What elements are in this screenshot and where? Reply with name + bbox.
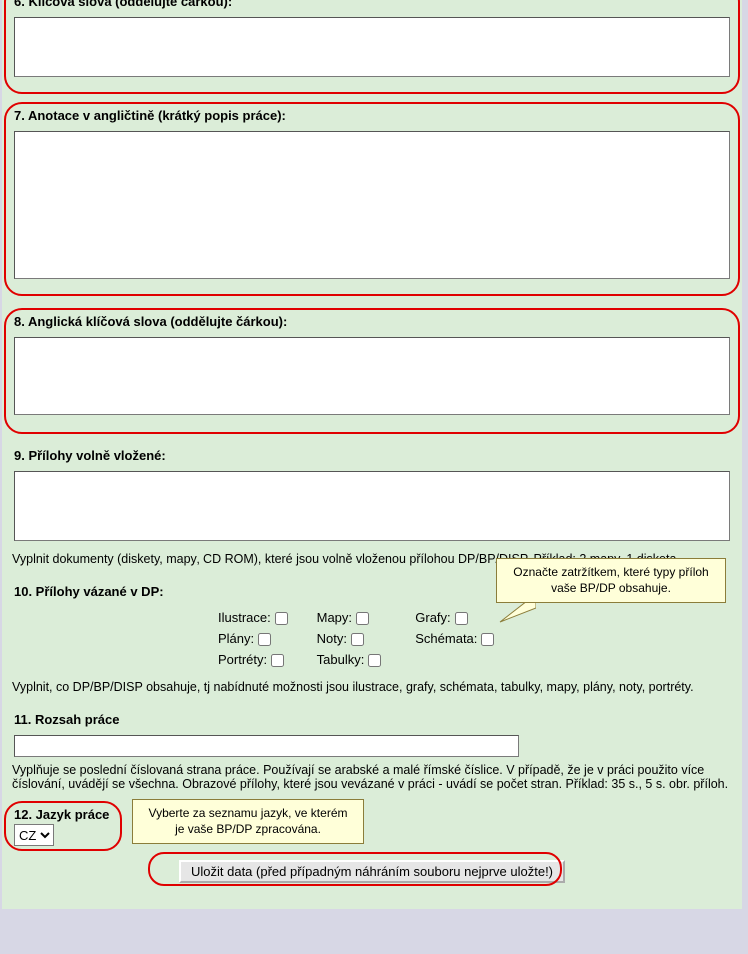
cb-noty[interactable]	[351, 633, 364, 646]
input-annotation-en[interactable]	[14, 131, 730, 279]
form-panel: 6. Klíčová slova (oddělujte čárkou): 7. …	[2, 0, 742, 909]
section-language: 12. Jazyk práce CZ Vyberte za seznamu ja…	[8, 803, 736, 883]
cb-tabulky[interactable]	[368, 654, 381, 667]
callout-language: Vyberte za seznamu jazyk, ve kterém je v…	[132, 799, 364, 844]
label-keywords: 6. Klíčová slova (oddělujte čárkou):	[8, 0, 736, 15]
label-annotation-en: 7. Anotace v angličtině (krátký popis pr…	[8, 104, 736, 129]
section-keywords: 6. Klíčová slova (oddělujte čárkou):	[8, 0, 736, 86]
cb-ilustrace[interactable]	[275, 612, 288, 625]
section-attachments-bound: 10. Přílohy vázané v DP: Označte zatržít…	[8, 580, 736, 694]
save-button[interactable]: Uložit data (před případným náhráním sou…	[179, 860, 565, 883]
cb-mapy[interactable]	[356, 612, 369, 625]
label-extent: 11. Rozsah práce	[8, 708, 736, 733]
cb-label-ilustrace: Ilustrace:	[218, 610, 271, 625]
submit-wrap: Uložit data (před případným náhráním sou…	[8, 850, 736, 883]
help-extent: Vyplňuje se poslední číslovaná strana pr…	[8, 761, 736, 791]
cb-grafy[interactable]	[455, 612, 468, 625]
cb-portrety[interactable]	[271, 654, 284, 667]
section-attachments-loose: 9. Přílohy volně vložené: Vyplnit dokume…	[8, 444, 736, 566]
cb-label-grafy: Grafy:	[415, 610, 450, 625]
callout-attachments: Označte zatržítkem, které typy příloh va…	[496, 558, 726, 603]
checkbox-grid: Ilustrace: Mapy: Grafy: Plány: Noty: Sch…	[8, 605, 736, 678]
input-keywords[interactable]	[14, 17, 730, 77]
callout-attachments-text: Označte zatržítkem, které typy příloh va…	[513, 565, 708, 595]
label-keywords-en: 8. Anglická klíčová slova (oddělujte čár…	[8, 310, 736, 335]
save-button-label: Uložit data (před případným náhráním sou…	[191, 864, 553, 879]
callout-language-text: Vyberte za seznamu jazyk, ve kterém je v…	[149, 806, 348, 836]
input-attachments-loose[interactable]	[14, 471, 730, 541]
cb-label-mapy: Mapy:	[317, 610, 352, 625]
section-extent: 11. Rozsah práce Vyplňuje se poslední čí…	[8, 708, 736, 791]
cb-label-schemata: Schémata:	[415, 631, 477, 646]
select-language[interactable]: CZ	[14, 824, 54, 846]
cb-label-plany: Plány:	[218, 631, 254, 646]
cb-schemata[interactable]	[481, 633, 494, 646]
cb-label-portrety: Portréty:	[218, 652, 267, 667]
help-attachments-bound: Vyplnit, co DP/BP/DISP obsahuje, tj nabí…	[8, 678, 736, 694]
input-keywords-en[interactable]	[14, 337, 730, 415]
section-keywords-en: 8. Anglická klíčová slova (oddělujte čár…	[8, 310, 736, 424]
label-attachments-loose: 9. Přílohy volně vložené:	[8, 444, 736, 469]
label-language: 12. Jazyk práce	[8, 803, 115, 824]
cb-label-tabulky: Tabulky:	[317, 652, 365, 667]
section-annotation-en: 7. Anotace v angličtině (krátký popis pr…	[8, 104, 736, 288]
cb-label-noty: Noty:	[317, 631, 347, 646]
input-extent[interactable]	[14, 735, 519, 757]
cb-plany[interactable]	[258, 633, 271, 646]
